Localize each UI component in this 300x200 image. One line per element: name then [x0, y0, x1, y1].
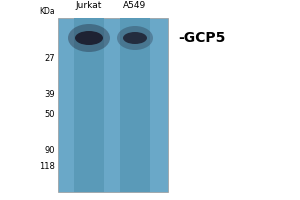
- Text: 39: 39: [44, 90, 55, 99]
- Text: 27: 27: [44, 54, 55, 63]
- Text: Jurkat: Jurkat: [76, 1, 102, 10]
- Ellipse shape: [117, 26, 153, 50]
- Bar: [58, 18, 168, 192]
- Bar: [74, 18, 104, 192]
- Text: 118: 118: [39, 162, 55, 171]
- Bar: [120, 18, 150, 192]
- Ellipse shape: [68, 24, 110, 52]
- Ellipse shape: [123, 32, 147, 44]
- Text: 90: 90: [44, 146, 55, 155]
- Text: -GCP5: -GCP5: [178, 31, 225, 45]
- Text: KDa: KDa: [39, 7, 55, 16]
- Text: 50: 50: [44, 110, 55, 119]
- Ellipse shape: [75, 31, 103, 45]
- Text: A549: A549: [123, 1, 147, 10]
